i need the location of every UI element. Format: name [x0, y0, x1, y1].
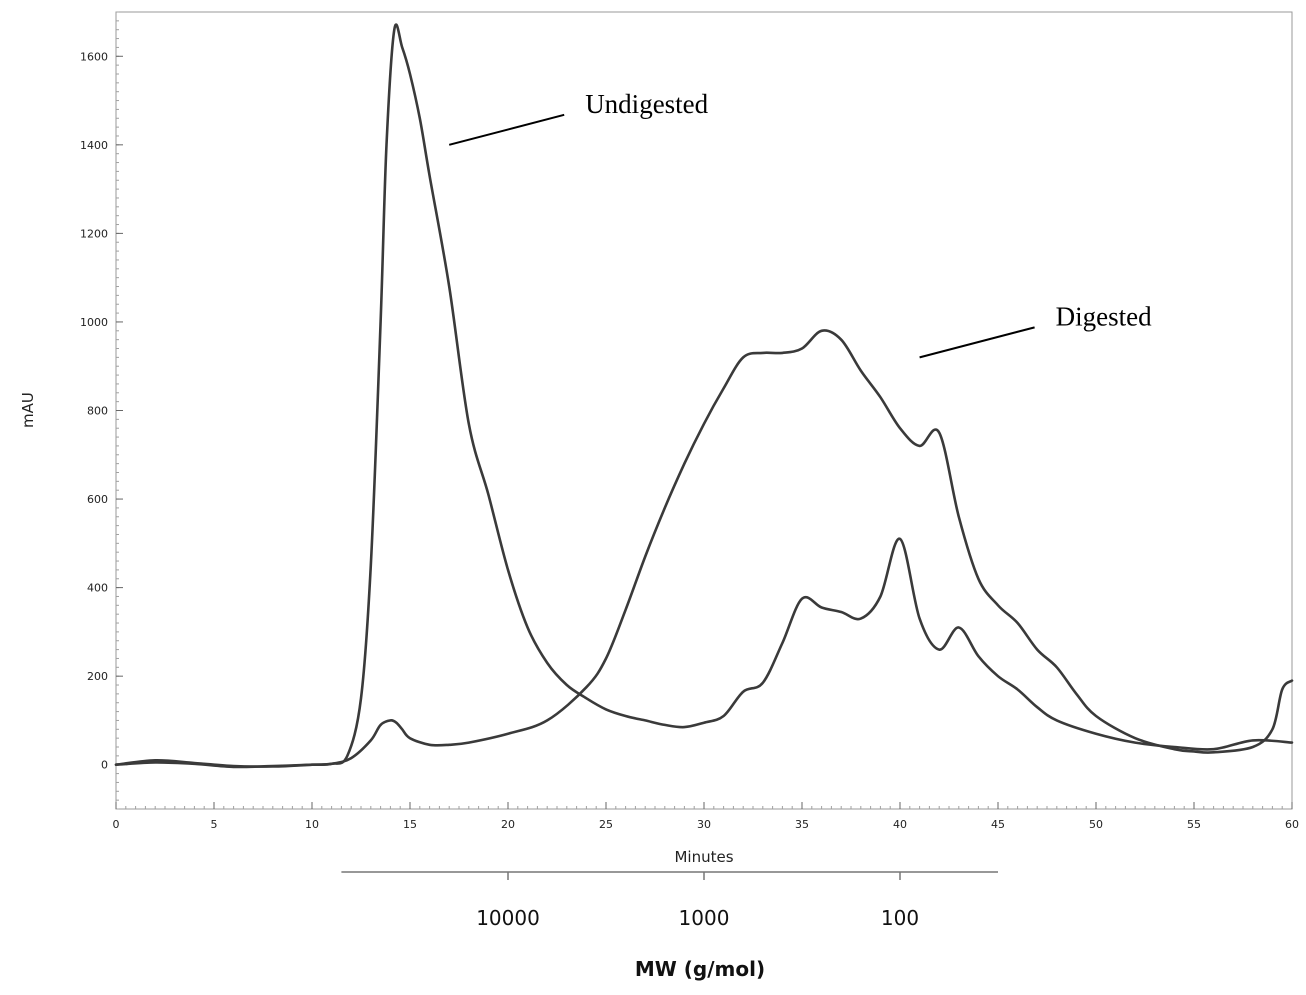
x-tick-label: 15 — [403, 818, 417, 831]
y-tick-label: 1200 — [80, 227, 108, 240]
minor-ticks — [116, 12, 1292, 809]
mw-tick-label: 100 — [881, 906, 919, 930]
series-line-undigested — [116, 25, 1292, 767]
y-tick-label: 1600 — [80, 50, 108, 63]
annotation-label: Undigested — [585, 89, 708, 119]
mw-tick-label: 10000 — [476, 906, 540, 930]
y-tick-label: 1000 — [80, 316, 108, 329]
series-layer — [116, 25, 1292, 767]
x-tick-label: 5 — [211, 818, 218, 831]
x-tick-label: 40 — [893, 818, 907, 831]
x-tick-label: 30 — [697, 818, 711, 831]
mw-axis: 10000 1000 100 — [341, 872, 998, 930]
plot-frame — [116, 12, 1292, 809]
x-tick-label: 50 — [1089, 818, 1103, 831]
series-line-digested — [116, 330, 1292, 766]
x-axis-title: Minutes — [674, 848, 733, 866]
y-tick-label: 0 — [101, 759, 108, 772]
x-tick-label: 60 — [1285, 818, 1299, 831]
annotation-leader — [449, 115, 564, 145]
x-tick-label: 35 — [795, 818, 809, 831]
y-tick-label: 1400 — [80, 139, 108, 152]
annotation-leader — [920, 327, 1035, 357]
x-tick-label: 0 — [113, 818, 120, 831]
mw-tick-label: 1000 — [679, 906, 730, 930]
x-tick-label: 45 — [991, 818, 1005, 831]
x-tick-label: 20 — [501, 818, 515, 831]
y-axis-title: mAU — [19, 392, 37, 428]
x-axis: 0 5 10 15 20 25 30 35 40 45 50 55 60 — [113, 802, 1300, 831]
mw-axis-title: MW (g/mol) — [635, 957, 765, 981]
y-axis: 0 200 400 600 800 1000 1200 1400 1600 — [80, 50, 123, 771]
y-tick-label: 600 — [87, 493, 108, 506]
x-tick-label: 25 — [599, 818, 613, 831]
annotation-label: Digested — [1056, 301, 1152, 331]
annotations: Undigested Digested — [449, 89, 1152, 358]
y-tick-label: 400 — [87, 582, 108, 595]
y-tick-label: 800 — [87, 405, 108, 418]
x-tick-label: 55 — [1187, 818, 1201, 831]
y-tick-label: 200 — [87, 670, 108, 683]
x-tick-label: 10 — [305, 818, 319, 831]
